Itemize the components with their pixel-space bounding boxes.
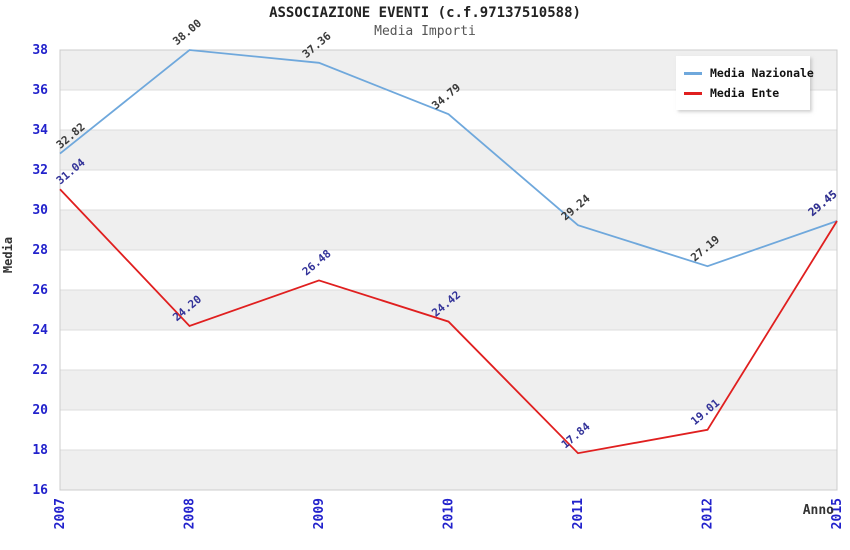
y-tick-label: 22 [32, 363, 48, 378]
x-tick-label: 2015 [830, 498, 845, 529]
y-tick-label: 28 [32, 243, 48, 258]
legend-label: Media Nazionale [710, 66, 814, 80]
legend-item-media-ente[interactable]: Media Ente [684, 83, 802, 103]
x-tick-label: 2007 [53, 498, 68, 529]
y-tick-label: 32 [32, 163, 48, 178]
point-label: 38.00 [170, 17, 204, 48]
chart-title: ASSOCIAZIONE EVENTI (c.f.97137510588) [269, 5, 581, 21]
y-tick-label: 16 [32, 483, 48, 498]
y-tick-label: 38 [32, 43, 48, 58]
chart-subtitle: Media Importi [374, 24, 476, 39]
x-tick-label: 2010 [442, 498, 457, 529]
plot-border [59, 49, 838, 491]
legend-label: Media Ente [710, 86, 780, 100]
y-tick-label: 34 [32, 123, 48, 138]
point-label: 17.84 [559, 420, 593, 451]
y-tick-label: 20 [32, 403, 48, 418]
grid-band [60, 450, 837, 490]
y-tick-label: 24 [32, 323, 48, 338]
point-label: 26.48 [300, 247, 334, 278]
media-ente-line-swatch-icon [684, 91, 702, 95]
grid-band [60, 210, 837, 250]
y-tick-label: 30 [32, 203, 48, 218]
legend: Media Nazionale Media Ente [676, 56, 814, 110]
grid-band [60, 130, 837, 170]
x-axis-title: Anno [802, 503, 834, 518]
x-tick-label: 2011 [571, 498, 586, 529]
series-line-media-nazionale [59, 49, 838, 268]
media-nazionale-line-swatch-icon [684, 71, 702, 75]
grid-band [60, 290, 837, 330]
x-tick-label: 2009 [312, 498, 327, 529]
x-tick-label: 2012 [701, 498, 716, 529]
grid-band [60, 370, 837, 410]
y-tick-label: 18 [32, 443, 48, 458]
x-tick-label: 2008 [183, 498, 198, 529]
y-tick-label: 36 [32, 83, 48, 98]
legend-item-media-nazionale[interactable]: Media Nazionale [684, 63, 814, 83]
y-tick-label: 26 [32, 283, 48, 298]
y-axis-title: Media [1, 236, 16, 274]
series-line-media-ente [59, 188, 838, 455]
